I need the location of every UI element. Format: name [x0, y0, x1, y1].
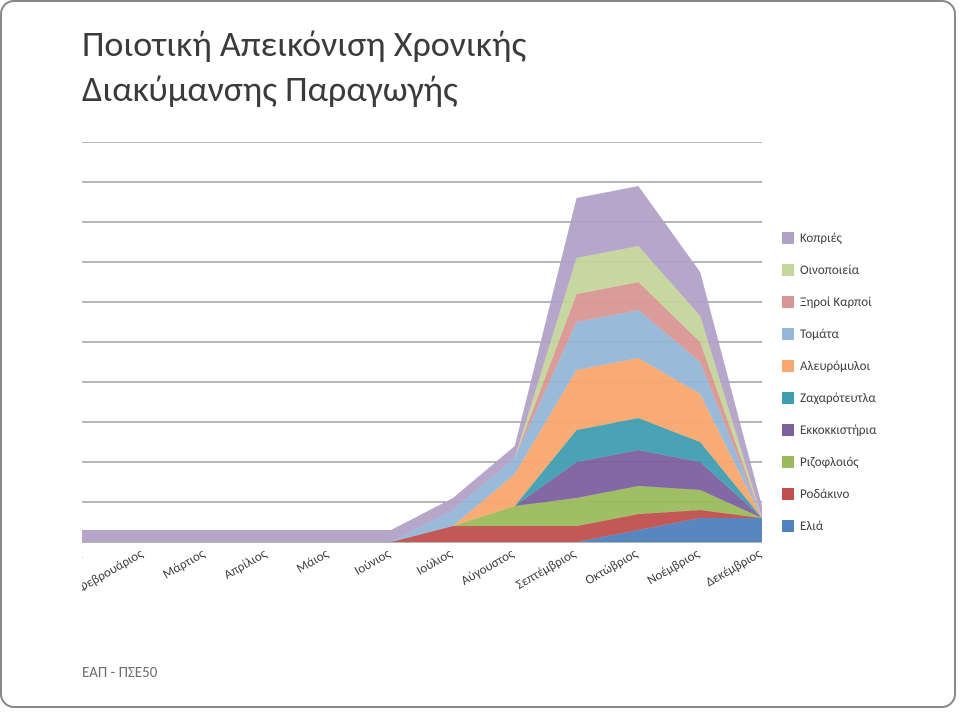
legend-swatch — [782, 264, 794, 276]
legend-swatch — [782, 360, 794, 372]
legend-label: Ζαχαρότευτλα — [800, 391, 876, 406]
legend-swatch — [782, 232, 794, 244]
slide-frame: Ποιοτική Απεικόνιση Χρονικής Διακύμανσης… — [0, 0, 956, 708]
production-chart: ΙανουάριοςΦεβρουάριοςΜάρτιοςΑπρίλιοςΜάιο… — [82, 142, 882, 612]
x-axis-label: Σεπτέμβριος — [513, 546, 579, 593]
x-axis-label: Μάιος — [294, 546, 332, 576]
legend-label: Ξηροί Καρποί — [800, 295, 872, 310]
x-axis-label: Φεβρουάριος — [82, 546, 146, 596]
legend-swatch — [782, 456, 794, 468]
legend-swatch — [782, 424, 794, 436]
slide-footer: ΕΑΠ - ΠΣΕ50 — [82, 664, 157, 682]
x-axis-label: Μάρτιος — [160, 546, 208, 582]
legend-label: Αλευρόμυλοι — [800, 359, 871, 374]
legend-label: Ροδάκινο — [800, 487, 849, 502]
chart-svg: ΙανουάριοςΦεβρουάριοςΜάρτιοςΑπρίλιοςΜάιο… — [82, 142, 882, 612]
legend-swatch — [782, 296, 794, 308]
legend-label: Ελιά — [800, 519, 824, 534]
title-line-1: Ποιοτική Απεικόνιση Χρονικής — [82, 22, 526, 66]
x-axis-label: Ιούνιος — [352, 546, 394, 579]
title-line-2: Διακύμανσης Παραγωγής — [82, 67, 458, 111]
legend-label: Ριζοφλοιός — [800, 455, 859, 470]
legend-label: Τομάτα — [800, 327, 839, 342]
x-axis-label: Αύγουστος — [459, 546, 518, 589]
x-axis-label: Ιούλιος — [414, 546, 455, 579]
slide-title: Ποιοτική Απεικόνιση Χρονικής Διακύμανσης… — [82, 22, 526, 112]
x-axis-label: Νοέμβριος — [645, 546, 703, 588]
legend-label: Οινοποιεία — [800, 263, 860, 278]
x-axis-label: Απρίλιος — [222, 546, 270, 583]
x-axis-label: Οκτώβριος — [583, 546, 641, 588]
legend-label: Κοπριές — [800, 231, 842, 246]
legend-label: Εκκοκκιστήρια — [800, 423, 877, 438]
legend-swatch — [782, 328, 794, 340]
legend-swatch — [782, 520, 794, 532]
legend-swatch — [782, 488, 794, 500]
x-axis-label: Δεκέμβριος — [703, 546, 764, 590]
legend-swatch — [782, 392, 794, 404]
